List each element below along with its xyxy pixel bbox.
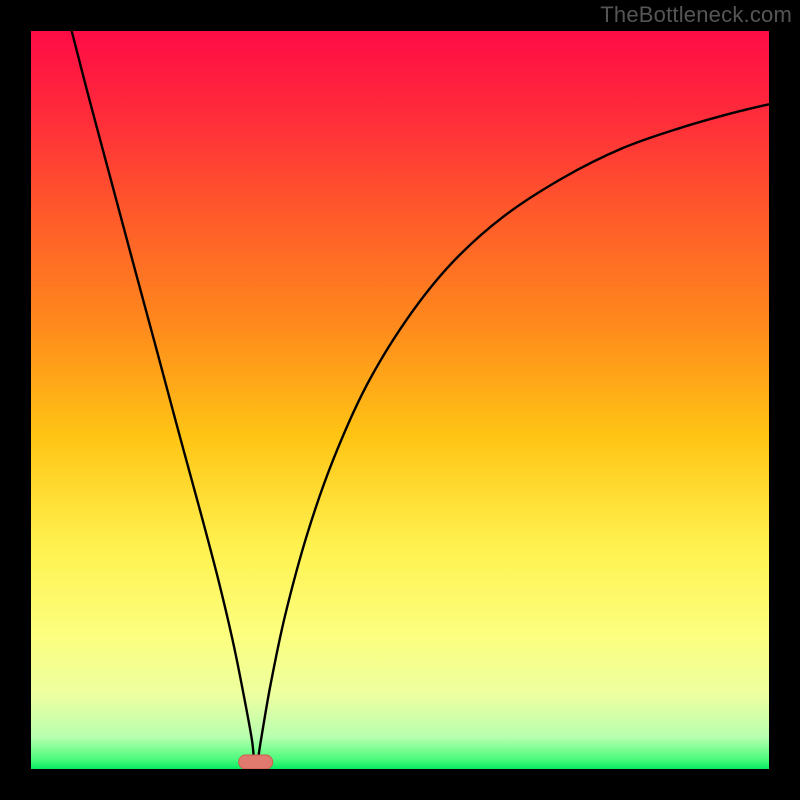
plot-background-gradient [30, 30, 770, 770]
optimal-point-marker [239, 755, 273, 769]
chart-svg [0, 0, 800, 800]
chart-root: TheBottleneck.com [0, 0, 800, 800]
watermark-text: TheBottleneck.com [600, 2, 792, 28]
